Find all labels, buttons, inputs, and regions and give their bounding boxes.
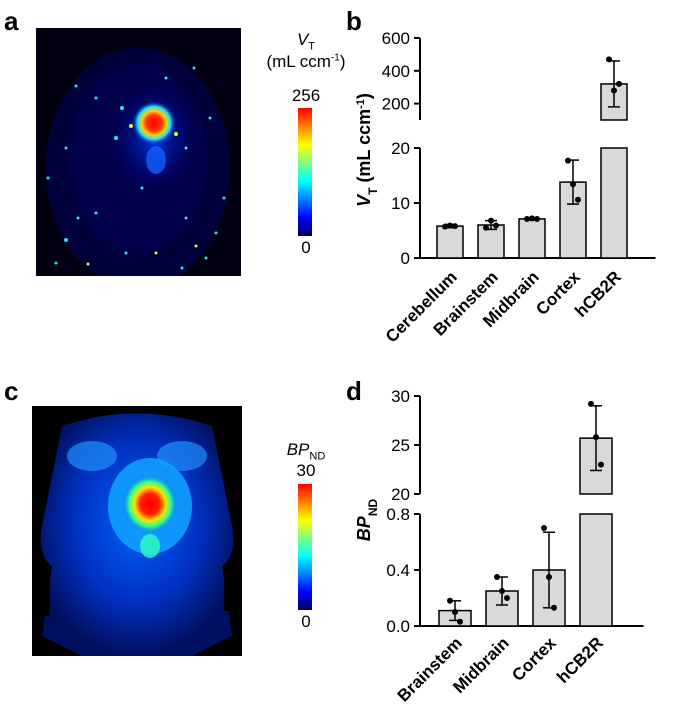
data-point (447, 597, 453, 604)
y-tick-label-upper: 30 (391, 387, 410, 406)
data-point (457, 618, 463, 625)
colorbar-c-min: 0 (301, 612, 311, 631)
chart-bpnd-by-region: 2025300.00.40.8BrainstemMidbrainCortexhC… (354, 387, 644, 706)
y-tick-label-upper: 25 (391, 436, 410, 455)
data-point (588, 400, 594, 407)
data-point (546, 574, 552, 580)
x-tick-label: hCB2R (553, 633, 607, 687)
colorbar-c-max: 30 (296, 461, 316, 480)
data-point (488, 217, 494, 224)
panel-label-c: c (4, 376, 19, 406)
y-tick-label-upper: 20 (391, 485, 410, 504)
bar (518, 218, 546, 259)
colorbar-c (298, 484, 312, 610)
data-point (598, 461, 604, 468)
colorbar-c-title: BPND (286, 440, 326, 463)
data-point (570, 181, 576, 188)
data-point (575, 196, 581, 203)
axis-break-gap (579, 495, 613, 513)
data-point (442, 223, 448, 230)
y-tick-label-lower: 10 (391, 194, 410, 213)
y-tick-label-lower: 0.8 (386, 505, 410, 524)
data-point (565, 157, 571, 164)
data-point (534, 215, 540, 222)
bar-lower-part (579, 513, 613, 627)
pet-image-bpnd (32, 406, 242, 656)
colorbar-a-max: 256 (291, 86, 321, 105)
data-point (494, 574, 500, 580)
y-tick-label-upper: 400 (382, 62, 410, 81)
y-tick-label-lower: 0.4 (386, 561, 410, 580)
data-point (551, 604, 557, 611)
y-axis-label: BPND (354, 498, 380, 541)
data-point (529, 215, 535, 222)
x-tick-label: Cortex (508, 633, 560, 685)
y-tick-label-lower: 0 (401, 249, 410, 268)
data-point (452, 223, 458, 230)
data-point (606, 56, 612, 63)
panel-label-a: a (4, 6, 19, 36)
data-point (611, 87, 617, 94)
data-point (483, 224, 489, 231)
bar (436, 225, 464, 259)
axis-break-gap (600, 121, 628, 147)
data-point (499, 588, 505, 594)
y-tick-label-lower: 0.0 (386, 617, 410, 636)
colorbar-a-title: VT (mL ccm-1) (266, 30, 346, 72)
data-point (541, 525, 547, 531)
bar-lower-part (600, 147, 628, 259)
pet-image-vt (36, 28, 241, 276)
data-point (593, 434, 599, 441)
data-point (452, 609, 458, 615)
y-tick-label-upper: 600 (382, 29, 410, 48)
y-axis-label: VT (mL ccm-1) (354, 93, 380, 207)
data-point (447, 222, 453, 229)
y-tick-label-upper: 200 (382, 95, 410, 114)
chart-vt-by-region: 20040060001020CerebellumBrainstemMidbrai… (354, 29, 656, 346)
x-tick-label: Brainstem (394, 633, 466, 705)
data-point (504, 595, 510, 601)
panel-label-d: d (346, 376, 362, 406)
data-point (524, 215, 530, 222)
y-tick-label-lower: 20 (391, 139, 410, 158)
x-tick-label: hCB2R (571, 267, 625, 321)
data-point (616, 80, 622, 87)
colorbar-a-min: 0 (301, 238, 311, 257)
panel-label-b: b (346, 6, 362, 36)
data-point (493, 222, 499, 229)
colorbar-a (298, 108, 312, 236)
